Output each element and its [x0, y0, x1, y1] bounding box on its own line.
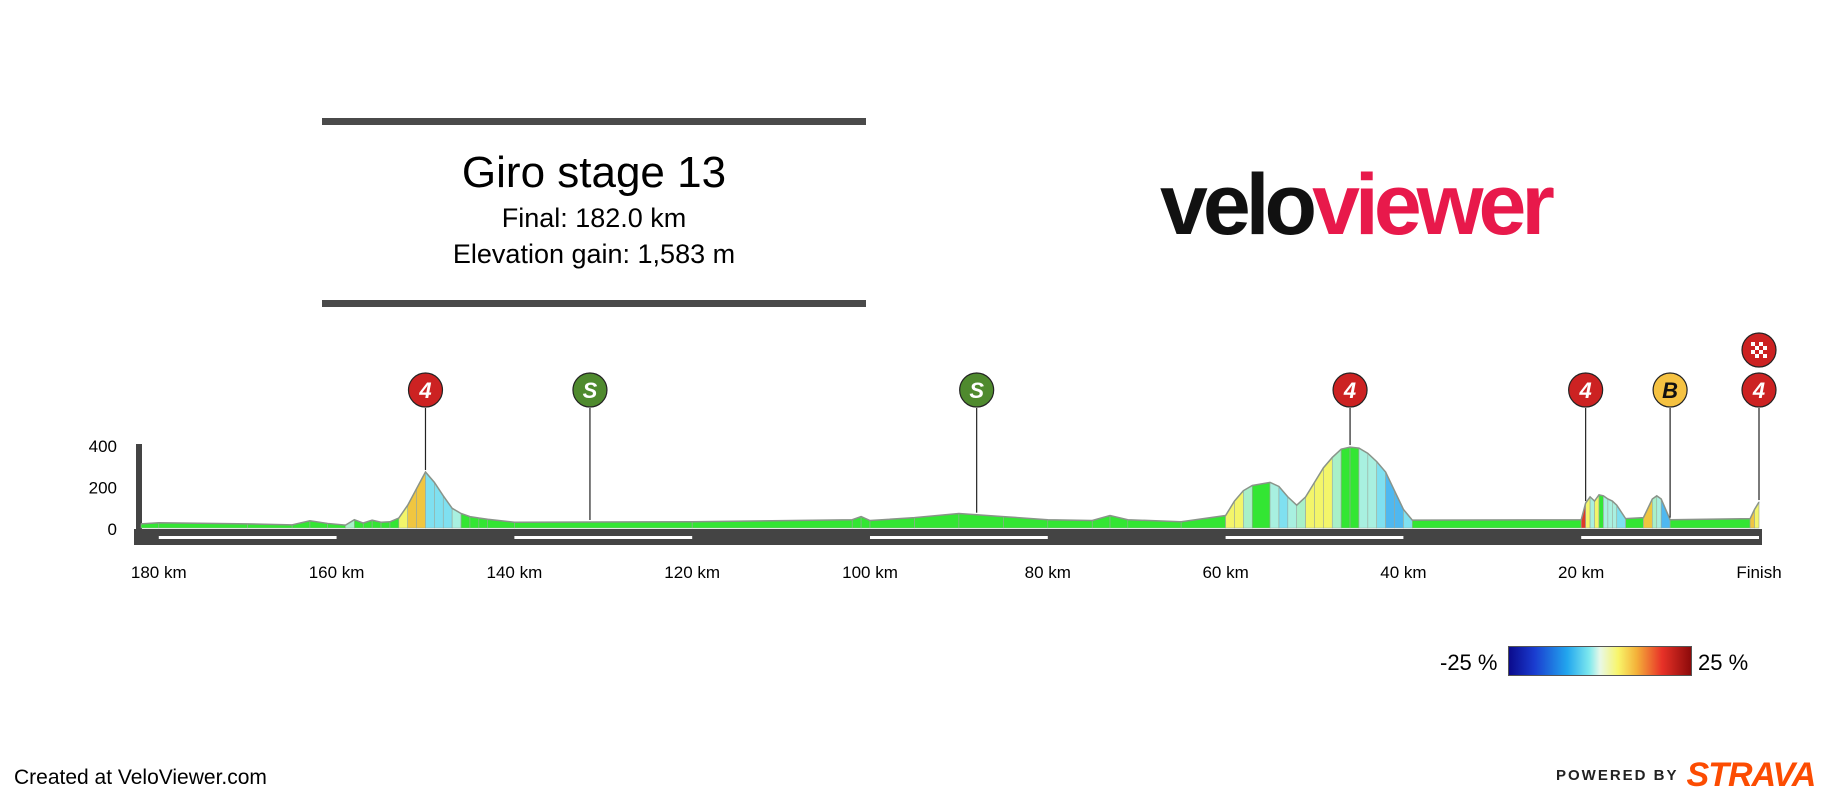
finish-flag-check — [1751, 346, 1755, 350]
x-tick-label: 100 km — [842, 563, 898, 582]
powered-by-label: POWERED BY — [1556, 767, 1679, 784]
base-bar-stripe — [158, 536, 337, 539]
finish-flag-check — [1759, 342, 1763, 346]
marker-label: 4 — [418, 378, 431, 403]
marker-label: B — [1662, 378, 1678, 403]
elevation-segment — [1656, 495, 1662, 529]
marker-label: S — [583, 378, 598, 403]
elevation-segment — [1394, 490, 1404, 529]
finish-flag-check — [1763, 342, 1767, 346]
kom-marker-icon — [1568, 372, 1604, 408]
elevation-segment — [1243, 484, 1253, 529]
elevation-segment — [1180, 515, 1226, 529]
finish-flag-check — [1755, 354, 1759, 358]
elevation-area — [140, 446, 1760, 529]
finish-flag-check — [1763, 354, 1767, 358]
elevation-segment — [1367, 452, 1378, 529]
x-tick-label: 20 km — [1558, 563, 1604, 582]
x-tick-label: 160 km — [309, 563, 365, 582]
x-tick-label: 80 km — [1025, 563, 1071, 582]
finish-flag-check — [1759, 350, 1763, 354]
finish-flag-check — [1751, 342, 1755, 346]
elevation-segment — [1251, 481, 1271, 529]
finish-flag-check — [1759, 354, 1763, 358]
y-tick-label: 400 — [89, 437, 117, 456]
elevation-segment — [1603, 495, 1609, 529]
final-distance: Final: 182.0 km — [501, 203, 687, 233]
bonus-marker-icon — [1652, 372, 1688, 408]
base-bar-stripe — [1581, 536, 1759, 539]
x-tick-label: 60 km — [1202, 563, 1248, 582]
x-tick-label: Finish — [1736, 563, 1781, 582]
finish-flag-check — [1751, 350, 1755, 354]
x-tick-label: 40 km — [1380, 563, 1426, 582]
elevation-segment — [1269, 481, 1280, 529]
elevation-outline — [140, 446, 1760, 526]
stage-title: Giro stage 13 — [461, 148, 727, 197]
base-bar-stripe — [869, 536, 1048, 539]
gradient-min-label: -25 % — [1440, 650, 1498, 675]
elevation-segment — [1314, 466, 1324, 529]
sprint-marker-icon — [572, 372, 608, 408]
marker-label: 4 — [1579, 378, 1592, 403]
finish-flag-check — [1763, 350, 1767, 354]
finish-flag-check — [1755, 346, 1759, 350]
veloviewer-logo: veloviewer — [1160, 162, 1555, 248]
base-bar-stripe — [1225, 536, 1404, 539]
finish-flag-check — [1759, 346, 1763, 350]
elevation-segment — [1358, 447, 1369, 529]
marker-label: S — [969, 378, 984, 403]
elevation-profile-chart: 0 200 400 180 km 160 km 140 km 120 km 100 km 80… — [89, 332, 1782, 582]
elevation-segment — [1323, 456, 1333, 529]
title-block: Giro stage 13 Final: 182.0 km Elevation … — [322, 118, 866, 308]
title-rule-bottom — [322, 300, 866, 307]
strava-logo: STRAVA — [1686, 756, 1817, 794]
powered-by-strava[interactable]: POWERED BY STRAVA — [1556, 756, 1816, 794]
elevation-segment — [1589, 496, 1595, 529]
elevation-segment — [1411, 519, 1582, 529]
elevation-segment — [442, 494, 453, 529]
kom-marker-icon — [1741, 372, 1777, 408]
kom-marker-icon — [407, 372, 444, 408]
finish-flag-check — [1755, 350, 1759, 354]
elevation-segment — [407, 488, 417, 529]
kom-marker-icon — [1332, 372, 1368, 408]
y-tick-label: 200 — [89, 479, 117, 498]
logo-viewer: viewer — [1312, 157, 1555, 253]
logo-velo: velo — [1160, 157, 1317, 253]
sprint-marker-icon — [959, 372, 995, 408]
created-at-link[interactable]: Created at VeloViewer.com — [14, 766, 267, 789]
finish-flag-check — [1751, 354, 1755, 358]
y-axis: 0 200 400 — [89, 437, 142, 539]
finish-flag-check — [1755, 342, 1759, 346]
elevation-segment — [1331, 448, 1342, 529]
x-tick-label: 120 km — [664, 563, 720, 582]
elevation-segment — [1349, 446, 1360, 529]
elevation-segment — [1652, 495, 1658, 529]
finish-flag-check — [1763, 346, 1767, 350]
x-axis-ticks: 180 km 160 km 140 km 120 km 100 km 80 km 60 km… — [131, 563, 1782, 582]
marker-label: 4 — [1752, 378, 1765, 403]
gradient-max-label: 25 % — [1698, 650, 1749, 675]
x-tick-label: 180 km — [131, 563, 187, 582]
gradient-color-bar — [1508, 646, 1692, 676]
elevation-gain: Elevation gain: 1,583 m — [452, 239, 736, 269]
elevation-segment — [1598, 494, 1604, 529]
route-markers: 4 S S 4 4 B 4 — [407, 332, 1777, 521]
distance-axis-bar — [134, 529, 1762, 545]
y-axis-line — [136, 444, 142, 532]
title-rule-top — [322, 118, 866, 125]
elevation-segment — [1607, 498, 1613, 529]
marker-label: 4 — [1343, 378, 1356, 403]
elevation-segment — [1340, 446, 1351, 529]
base-bar-stripe — [514, 536, 693, 539]
y-tick-label: 0 — [108, 520, 117, 539]
gradient-legend: -25 % 25 % — [1440, 646, 1760, 680]
x-tick-label: 140 km — [487, 563, 543, 582]
